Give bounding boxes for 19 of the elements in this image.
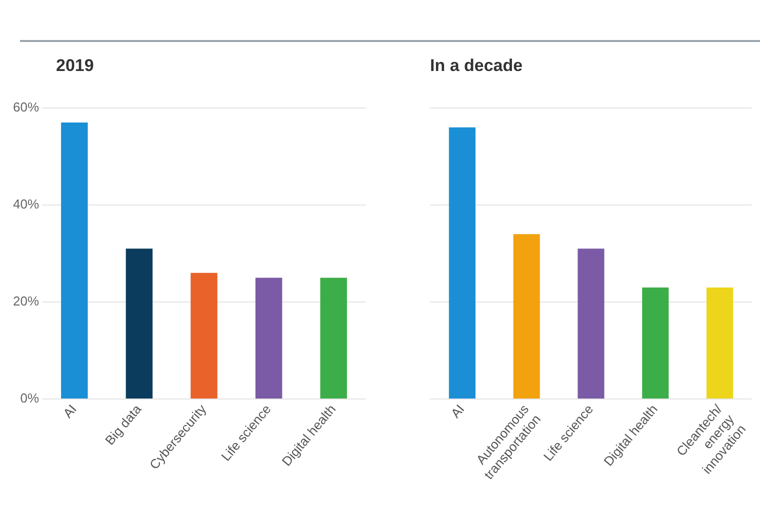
bar — [448, 127, 476, 398]
y-tick-label: 60% — [12, 100, 40, 115]
bar — [126, 248, 153, 398]
bar — [320, 278, 347, 398]
bar — [642, 287, 669, 398]
y-tick-label: 0% — [20, 390, 40, 406]
x-tick-label: Big data — [102, 401, 145, 448]
y-tick-label: 40% — [12, 196, 40, 212]
bar — [706, 287, 734, 398]
y-tick-label: 20% — [12, 294, 40, 309]
bar — [190, 272, 218, 398]
x-tick-label: AI — [448, 402, 468, 421]
bar — [578, 248, 604, 398]
chart-title: In a decade — [430, 56, 523, 76]
bar — [513, 234, 540, 398]
x-tick-label: AI — [60, 402, 80, 421]
chart-title: 2019 — [56, 56, 94, 76]
bar — [61, 122, 88, 398]
bar — [255, 278, 282, 398]
